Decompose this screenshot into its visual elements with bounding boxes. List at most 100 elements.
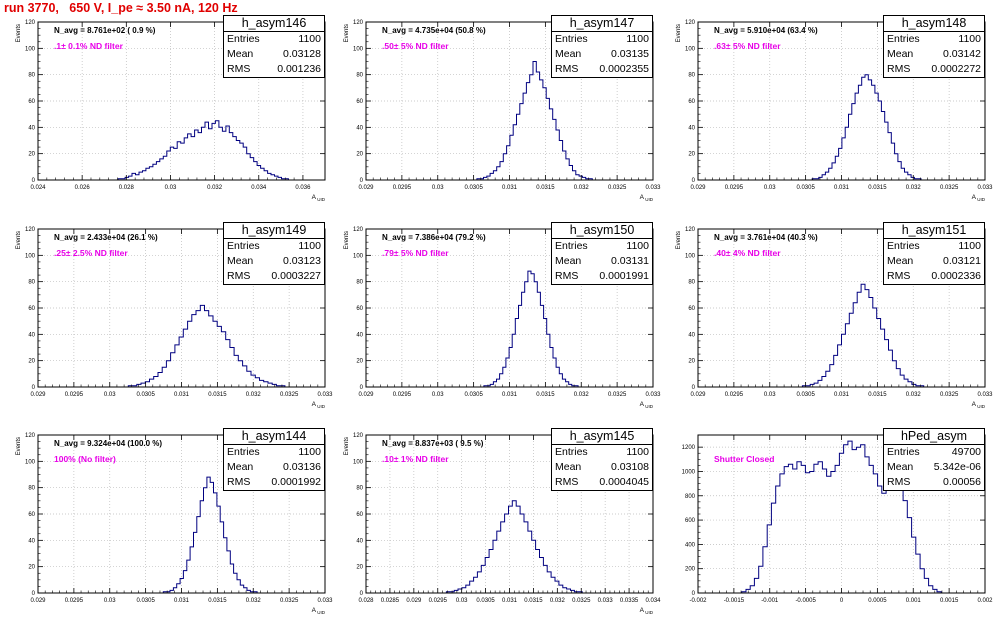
y-tick-label: 60 (356, 99, 363, 105)
stats-rms: RMS 0.0001991 (552, 269, 652, 284)
y-tick-label: 100 (353, 459, 364, 465)
x-tick-label: 0.0295 (65, 598, 84, 604)
y-tick-label: 120 (25, 20, 36, 26)
navg-annotation: N_avg = 5.910e+04 (63.4 %) (714, 26, 818, 35)
y-tick-label: 0 (32, 385, 36, 391)
stats-entries-value: 1100 (298, 446, 321, 458)
stats-entries-value: 49700 (951, 446, 981, 458)
stats-rms-label: RMS (227, 476, 251, 488)
histogram-line (442, 500, 586, 594)
stats-entries-label: Entries (227, 446, 260, 458)
y-tick-label: 1200 (682, 445, 696, 451)
x-tick-label: 0.0295 (429, 598, 448, 604)
x-tick-label: 0.029 (30, 392, 46, 398)
filter-label: .40± 4% ND filter (714, 248, 781, 258)
x-axis-title-sub: UID (316, 610, 326, 615)
stats-rms-value: 0.0002272 (931, 63, 981, 75)
stats-box-h_asym150: h_asym150 Entries 1100 Mean 0.03131 RMS 0.0001… (551, 222, 653, 285)
x-tick-label: 0.029 (690, 185, 706, 191)
y-tick-label: 120 (353, 20, 364, 26)
filter-label: .25± 2.5% ND filter (54, 248, 128, 258)
y-axis-title: Events (676, 24, 682, 42)
x-axis-title: A UID (312, 607, 326, 615)
y-tick-label: 120 (25, 227, 36, 233)
y-tick-label: 60 (28, 99, 35, 105)
x-tick-label: 0.034 (251, 185, 267, 191)
x-tick-label: 0.033 (977, 392, 993, 398)
x-tick-label: 0.0005 (868, 598, 887, 604)
x-tick-label: 0.032 (246, 392, 262, 398)
histogram-panel-h_asym146: 0.024 0.026 0.028 0.03 0.032 0.034 0.036 0 20 40 6… (16, 20, 326, 202)
histogram-panel-h_asym144: 0.029 0.0295 0.03 0.0305 0.031 0.0315 0.032 0.0… (16, 433, 333, 615)
y-tick-label: 20 (28, 152, 35, 158)
y-tick-label: 40 (688, 332, 695, 338)
x-tick-label: 0.001 (906, 598, 922, 604)
stats-mean-label: Mean (555, 48, 582, 60)
y-tick-label: 60 (356, 306, 363, 312)
y-tick-label: 0 (692, 385, 696, 391)
y-tick-label: 400 (685, 542, 696, 548)
stats-mean-value: 0.03121 (943, 255, 981, 267)
y-tick-label: 800 (685, 494, 696, 500)
x-tick-label: 0.032 (550, 598, 566, 604)
histogram-line (473, 61, 596, 181)
x-tick-label: 0.033 (317, 392, 333, 398)
x-tick-label: 0.029 (406, 598, 422, 604)
x-axis-title-sub: UID (644, 404, 654, 409)
stats-box-h_asym145: h_asym145 Entries 1100 Mean 0.03108 RMS 0.0004… (551, 428, 653, 491)
stats-rms-value: 0.0004045 (599, 476, 649, 488)
x-tick-label: 0.03 (432, 185, 444, 191)
y-tick-label: 0 (692, 178, 696, 184)
histogram-name: hPed_asym (884, 429, 984, 445)
stats-box-h_asym149: h_asym149 Entries 1100 Mean 0.03123 RMS 0.0003… (223, 222, 325, 285)
y-tick-label: 0 (32, 591, 36, 597)
x-tick-label: 0.032 (574, 185, 590, 191)
stats-box-h_asym151: h_asym151 Entries 1100 Mean 0.03121 RMS 0.0002… (883, 222, 985, 285)
stats-entries-label: Entries (555, 446, 588, 458)
stats-rms: RMS 0.0002355 (552, 62, 652, 77)
x-tick-label: -0.002 (689, 598, 707, 604)
y-tick-label: 60 (688, 99, 695, 105)
x-axis-title: A UID (972, 194, 986, 202)
stats-rms-label: RMS (555, 270, 579, 282)
x-axis-title: A UID (312, 401, 326, 409)
y-tick-label: 0 (32, 178, 36, 184)
x-tick-label: 0.036 (295, 185, 311, 191)
y-tick-label: 40 (28, 332, 35, 338)
histogram-panel-hPed_asym: -0.002 -0.0015 -0.001 -0.0005 0 0.0005 0.001 0.… (682, 434, 993, 604)
y-tick-label: 80 (356, 486, 363, 492)
histogram-line (124, 304, 290, 388)
x-tick-label: 0.0325 (940, 185, 959, 191)
y-tick-label: 20 (356, 565, 363, 571)
stats-rms-value: 0.0002355 (599, 63, 649, 75)
x-tick-label: 0.031 (502, 392, 518, 398)
x-tick-label: 0.029 (690, 392, 706, 398)
y-tick-label: 0 (360, 178, 364, 184)
stats-mean: Mean 0.03121 (884, 254, 984, 269)
x-tick-label: 0.0015 (940, 598, 959, 604)
stats-entries-label: Entries (227, 240, 260, 252)
x-tick-label: 0.0305 (136, 598, 155, 604)
y-tick-label: 100 (25, 253, 36, 259)
navg-annotation: N_avg = 8.761e+02 ( 0.9 %) (54, 26, 156, 35)
x-tick-label: 0.032 (906, 392, 922, 398)
stats-entries: Entries 49700 (884, 445, 984, 460)
y-tick-label: 60 (356, 512, 363, 518)
stats-mean-value: 0.03108 (611, 461, 649, 473)
stats-entries-value: 1100 (626, 446, 649, 458)
histogram-panel-h_asym151: 0.029 0.0295 0.03 0.0305 0.031 0.0315 0.032 0.0… (676, 227, 993, 409)
x-tick-label: 0.0305 (464, 185, 483, 191)
filter-label: .50± 5% ND filter (382, 41, 449, 51)
x-tick-label: 0.032 (574, 392, 590, 398)
x-tick-label: 0.03 (456, 598, 468, 604)
stats-mean: Mean 0.03131 (552, 254, 652, 269)
stats-rms-label: RMS (887, 63, 911, 75)
stats-rms-value: 0.0003227 (271, 270, 321, 282)
x-tick-label: 0.033 (977, 185, 993, 191)
x-axis-title: A UID (640, 607, 654, 615)
navg-annotation: N_avg = 3.761e+04 (40.3 %) (714, 233, 818, 242)
stats-mean-value: 0.03136 (283, 461, 321, 473)
stats-entries-label: Entries (555, 33, 588, 45)
stats-box-h_asym144: h_asym144 Entries 1100 Mean 0.03136 RMS 0.0001… (223, 428, 325, 491)
x-tick-label: 0.0295 (725, 185, 744, 191)
